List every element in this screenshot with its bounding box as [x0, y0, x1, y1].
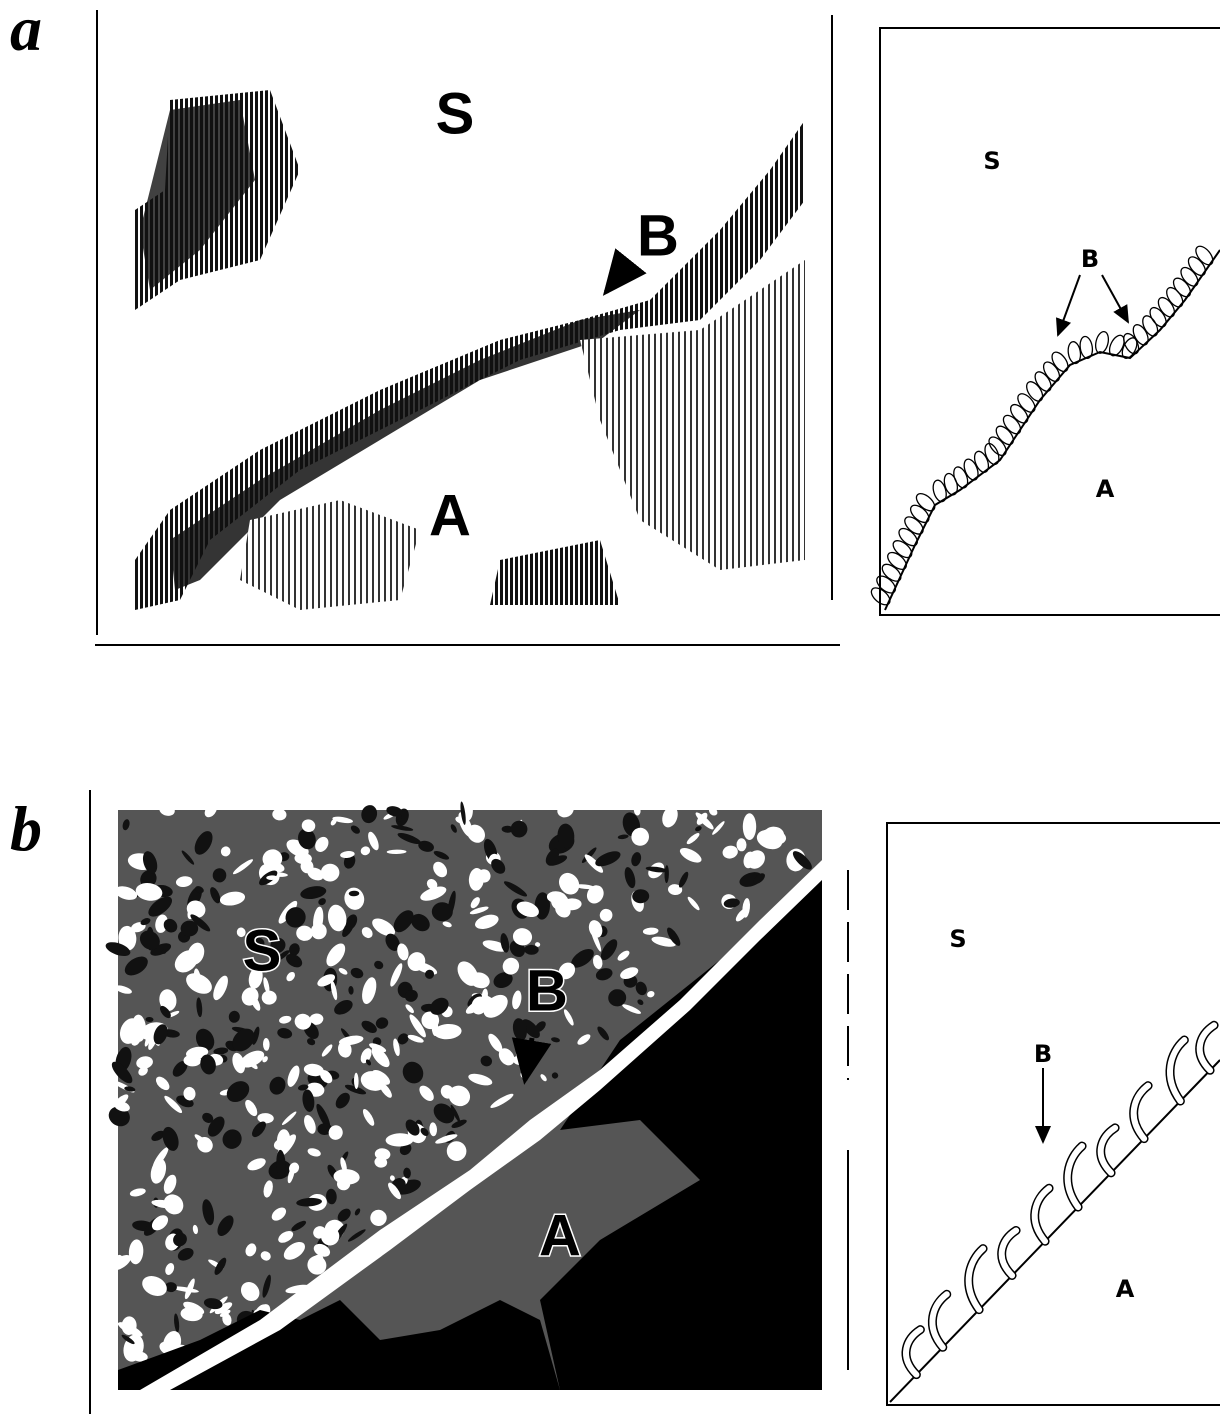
loop [951, 465, 970, 490]
schematic-label: S [949, 925, 966, 953]
loop [993, 423, 1017, 447]
arrow [1058, 275, 1080, 335]
loop [986, 434, 1010, 458]
loop [1040, 359, 1062, 384]
photo-label: A [539, 1203, 581, 1268]
photo-label: B [637, 203, 679, 268]
photo-label: A [429, 483, 471, 548]
loop [961, 457, 980, 482]
frame [880, 28, 1220, 615]
panel-letter: b [10, 793, 42, 864]
loop [1032, 369, 1054, 394]
photo-label: S [436, 81, 475, 146]
loop [1023, 379, 1045, 404]
loop [1178, 265, 1201, 290]
loop [1193, 243, 1216, 268]
schematic-label: A [1096, 475, 1115, 503]
photo-label: B [526, 958, 568, 1023]
loop [1094, 330, 1111, 354]
schematic-label: S [983, 147, 1000, 175]
micrograph: S B A [95, 10, 840, 645]
loop [1185, 254, 1208, 279]
schematic: S B A [868, 28, 1220, 615]
arrow [606, 262, 630, 292]
loop [1140, 313, 1161, 338]
texture [490, 540, 620, 605]
boundary [885, 250, 1220, 610]
schematic-label: B [1081, 245, 1099, 273]
loop [1015, 391, 1039, 415]
loop [1155, 295, 1177, 320]
loop [1130, 322, 1151, 347]
schematic: S B A [887, 823, 1220, 1405]
panel-letter: a [10, 0, 42, 64]
boundary [890, 1060, 1220, 1402]
texture [240, 500, 420, 610]
micrograph: S B A [90, 790, 848, 1414]
loop [1170, 275, 1193, 300]
photo-label: S [243, 918, 282, 983]
figure: a S B A S B A b S B A [0, 0, 1220, 1414]
arrow [1102, 275, 1128, 322]
loop [972, 449, 991, 474]
loop [1000, 412, 1024, 436]
schematic-label: A [1116, 1275, 1135, 1303]
texture [743, 813, 756, 840]
loop [1007, 402, 1031, 426]
schematic-label: B [1034, 1040, 1052, 1068]
